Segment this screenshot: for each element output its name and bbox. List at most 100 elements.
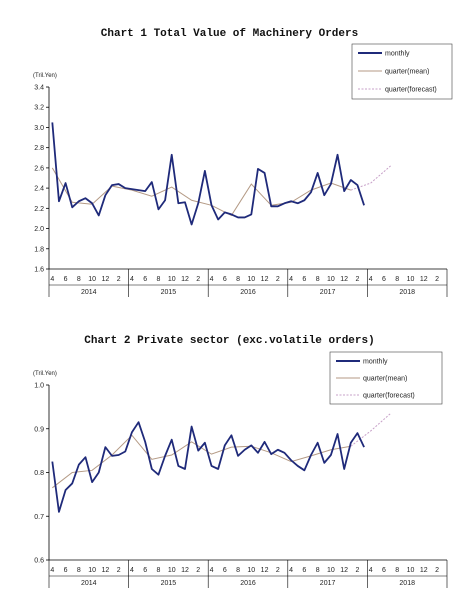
chart2-month-label: 2 [355, 567, 359, 574]
chart2-month-label: 2 [196, 567, 200, 574]
chart2-month-label: 4 [289, 567, 293, 574]
chart1-month-label: 10 [407, 276, 415, 283]
chart1-legend-label-monthly: monthly [385, 51, 410, 58]
chart1-month-label: 4 [289, 276, 293, 283]
chart2-month-label: 12 [101, 567, 109, 574]
chart2-month-label: 10 [327, 567, 335, 574]
chart2-y-tick-label: 0.9 [34, 426, 44, 433]
chart1-year-label: 2018 [399, 289, 415, 296]
chart2-month-label: 2 [117, 567, 121, 574]
chart1-month-label: 4 [50, 276, 54, 283]
chart2-year-label: 2015 [161, 580, 177, 587]
chart2-legend-label-monthly: monthly [363, 359, 388, 366]
chart1-y-tick-label: 1.6 [34, 267, 44, 274]
chart2-y-tick-label: 1.0 [34, 383, 44, 390]
chart2-legend-label-mean: quarter(mean) [363, 376, 407, 383]
chart2-month-label: 12 [420, 567, 428, 574]
chart1-month-label: 6 [143, 276, 147, 283]
chart2-month-label: 8 [316, 567, 320, 574]
chart1-month-label: 6 [223, 276, 227, 283]
chart1-y-tick-label: 1.8 [34, 246, 44, 253]
chart1-month-label: 2 [435, 276, 439, 283]
chart1-legend-label-mean: quarter(mean) [385, 69, 429, 76]
chart2-month-label: 6 [382, 567, 386, 574]
chart1-month-label: 8 [395, 276, 399, 283]
chart2-month-label: 4 [369, 567, 373, 574]
chart2-month-label: 2 [435, 567, 439, 574]
chart2-y-tick-label: 0.8 [34, 470, 44, 477]
chart2-series-quarter-forecast [350, 413, 391, 447]
chart1-year-label: 2014 [81, 289, 97, 296]
chart1-year-label: 2015 [161, 289, 177, 296]
chart2-month-label: 10 [407, 567, 415, 574]
chart2-year-label: 2016 [240, 580, 256, 587]
chart1-y-tick-label: 3.4 [34, 85, 44, 92]
chart1-month-label: 4 [130, 276, 134, 283]
chart2-year-label: 2018 [399, 580, 415, 587]
chart1-y-tick-label: 2.4 [34, 186, 44, 193]
chart1-month-label: 2 [355, 276, 359, 283]
chart2-year-label: 2017 [320, 580, 336, 587]
chart1-legend-label-forecast: quarter(forecast) [385, 87, 437, 94]
chart1-month-label: 8 [156, 276, 160, 283]
chart1-year-label: 2016 [240, 289, 256, 296]
chart1-month-label: 10 [247, 276, 255, 283]
chart1-month-label: 4 [369, 276, 373, 283]
chart1-month-label: 8 [77, 276, 81, 283]
chart1-year-label: 2017 [320, 289, 336, 296]
chart2-month-label: 4 [130, 567, 134, 574]
chart2-legend-label-forecast: quarter(forecast) [363, 393, 415, 400]
chart2-month-label: 6 [64, 567, 68, 574]
chart1-month-label: 6 [382, 276, 386, 283]
chart1-month-label: 4 [210, 276, 214, 283]
chart2-month-label: 10 [88, 567, 96, 574]
chart1-y-tick-label: 2.2 [34, 206, 44, 213]
chart2-series-monthly [51, 421, 365, 513]
chart2-title: Chart 2 Private sector (exc.volatile ord… [84, 335, 375, 347]
chart1-month-label: 12 [181, 276, 189, 283]
chart1-month-label: 2 [276, 276, 280, 283]
chart2-month-label: 4 [50, 567, 54, 574]
chart2-month-label: 8 [236, 567, 240, 574]
chart1-month-label: 8 [316, 276, 320, 283]
chart1-series-monthly [51, 122, 365, 226]
chart2-month-label: 4 [210, 567, 214, 574]
chart2-month-label: 12 [340, 567, 348, 574]
chart1-series-quarter-mean [51, 167, 351, 217]
chart1-month-label: 12 [101, 276, 109, 283]
chart1-month-label: 12 [340, 276, 348, 283]
chart2-unit-label: (Tril.Yen) [33, 371, 57, 377]
chart2-month-label: 6 [143, 567, 147, 574]
chart2-month-label: 8 [395, 567, 399, 574]
chart2-month-label: 10 [247, 567, 255, 574]
chart1-month-label: 2 [117, 276, 121, 283]
chart1-y-tick-label: 3.2 [34, 105, 44, 112]
chart2-year-label: 2014 [81, 580, 97, 587]
chart1-y-tick-label: 2.6 [34, 165, 44, 172]
chart2-y-tick-label: 0.7 [34, 514, 44, 521]
chart1-y-tick-label: 2.8 [34, 145, 44, 152]
chart1-month-label: 6 [302, 276, 306, 283]
chart1-month-label: 2 [196, 276, 200, 283]
chart2-month-label: 6 [302, 567, 306, 574]
chart1-y-tick-label: 2.0 [34, 226, 44, 233]
chart2-y-tick-label: 0.6 [34, 558, 44, 565]
chart1-month-label: 10 [88, 276, 96, 283]
chart2-month-label: 6 [223, 567, 227, 574]
chart2-month-label: 12 [181, 567, 189, 574]
chart1-month-label: 10 [327, 276, 335, 283]
chart1-y-tick-label: 3.0 [34, 125, 44, 132]
chart1-month-label: 6 [64, 276, 68, 283]
chart1-month-label: 12 [261, 276, 269, 283]
chart2-series-quarter-mean [52, 434, 351, 489]
chart1-unit-label: (Tril.Yen) [33, 73, 57, 79]
chart1-month-label: 8 [236, 276, 240, 283]
chart1-month-label: 10 [168, 276, 176, 283]
chart2-month-label: 2 [276, 567, 280, 574]
chart1-month-label: 12 [420, 276, 428, 283]
chart2-month-label: 10 [168, 567, 176, 574]
chart2-month-label: 12 [261, 567, 269, 574]
chart2-month-label: 8 [156, 567, 160, 574]
chart2-month-label: 8 [77, 567, 81, 574]
